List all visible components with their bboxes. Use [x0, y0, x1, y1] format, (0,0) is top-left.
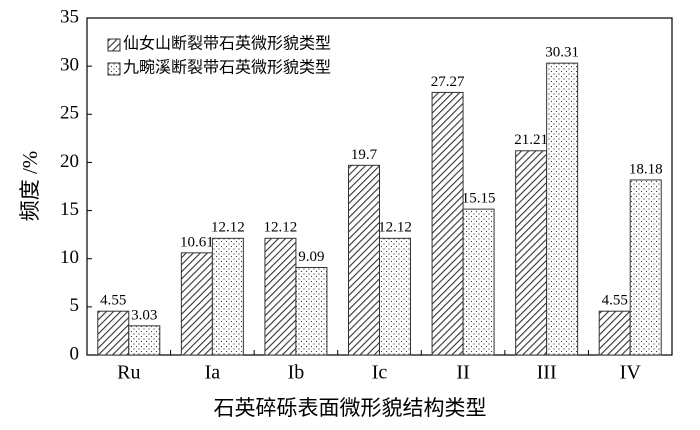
data-label: 12.12: [264, 220, 298, 236]
x-axis-label: 石英碎砾表面微形貌结构类型: [214, 396, 487, 420]
data-label: 12.12: [378, 220, 412, 236]
data-label: 4.55: [602, 293, 628, 309]
data-label: 18.18: [629, 161, 663, 177]
bar: [128, 325, 161, 356]
y-tick-label: 35: [60, 6, 79, 27]
data-label: 4.55: [100, 293, 126, 309]
y-tick-label: 25: [60, 103, 79, 124]
bar: [629, 179, 662, 356]
data-label: 9.09: [298, 249, 324, 265]
x-tick-label: IV: [620, 362, 642, 384]
bar: [211, 237, 244, 356]
legend-swatch: [107, 62, 121, 76]
y-tick-label: 10: [60, 247, 79, 268]
x-tick-label: Ic: [372, 362, 388, 384]
legend-label: 九畹溪断裂带石英微形貌类型: [123, 59, 331, 77]
data-label: 10.61: [180, 234, 214, 250]
y-tick-label: 15: [60, 199, 79, 220]
bar: [97, 310, 130, 356]
x-tick-label: Ru: [117, 362, 140, 384]
bar: [379, 237, 411, 356]
y-tick-label: 0: [70, 343, 80, 364]
data-label: 12.12: [211, 220, 245, 236]
bar: [348, 164, 380, 356]
data-label: 3.03: [131, 307, 157, 323]
legend-swatch: [107, 38, 121, 52]
bar: [431, 91, 464, 356]
data-label: 27.27: [431, 74, 465, 90]
y-axis-label: 频度 /%: [18, 151, 42, 222]
data-label: 21.21: [514, 132, 548, 148]
bar: [546, 62, 579, 356]
bar: [598, 310, 631, 356]
y-tick-label: 30: [60, 55, 79, 76]
x-tick-label: Ib: [288, 362, 305, 384]
data-label: 15.15: [462, 191, 496, 207]
bar: [180, 252, 213, 356]
data-label: 19.7: [351, 147, 378, 163]
y-tick-label: 20: [60, 151, 79, 172]
x-tick-label: II: [456, 362, 469, 384]
bar: [515, 150, 548, 356]
bar: [462, 208, 495, 356]
x-tick-label: Ia: [205, 362, 221, 384]
bar: [264, 237, 297, 356]
data-label: 30.31: [545, 45, 579, 61]
y-tick-label: 5: [70, 295, 80, 316]
legend-label: 仙女山断裂带石英微形貌类型: [123, 34, 331, 53]
x-tick-label: III: [537, 362, 557, 384]
bar: [295, 266, 328, 356]
